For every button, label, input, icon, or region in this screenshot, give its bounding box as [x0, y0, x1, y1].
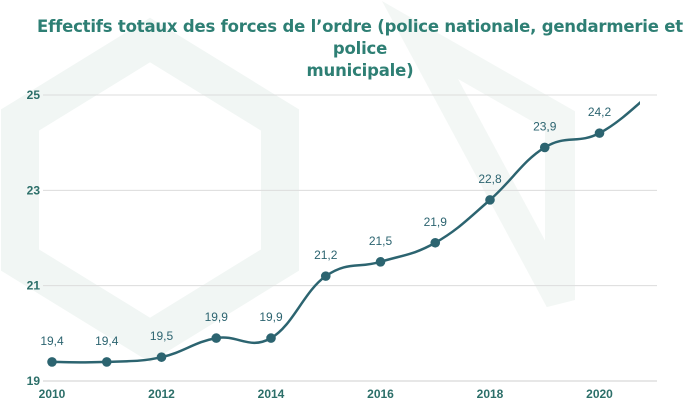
- data-point: [47, 357, 57, 367]
- data-point: [156, 352, 167, 362]
- x-tick-label: 2014: [258, 387, 285, 401]
- data-label: 22,8: [478, 172, 502, 186]
- x-tick-label: 2012: [148, 387, 175, 401]
- chart-title: Effectifs totaux des forces de l’ordre (…: [30, 16, 690, 82]
- data-point: [320, 271, 331, 281]
- y-tick-label: 25: [27, 88, 41, 102]
- data-point: [101, 357, 112, 367]
- y-tick-label: 23: [27, 183, 41, 197]
- data-label: 23,9: [533, 119, 557, 133]
- x-tick-label: 2020: [586, 387, 613, 401]
- data-point: [539, 142, 550, 153]
- x-tick-label: 2016: [367, 387, 394, 401]
- data-label: 21,2: [314, 248, 338, 262]
- data-point: [375, 257, 386, 267]
- x-tick-label: 2010: [39, 387, 66, 401]
- data-labels: 19,4 19,4 19,5 19,9 19,9 21,2 21,5 21,9 22,8 23,9…: [40, 105, 611, 348]
- y-tick-label: 21: [27, 279, 41, 293]
- x-tick-label: 2018: [477, 387, 504, 401]
- data-label: 19,9: [259, 310, 283, 324]
- grid-lines: [43, 94, 657, 287]
- data-label: 19,5: [150, 329, 174, 343]
- data-point: [594, 128, 605, 138]
- data-point: [211, 333, 222, 343]
- data-label: 19,9: [205, 310, 229, 324]
- y-tick-label: 19: [27, 374, 41, 388]
- series-line: [50, 100, 640, 364]
- data-point: [266, 333, 276, 343]
- chart-title-line-1: Effectifs totaux des forces de l’ordre (…: [37, 17, 683, 58]
- data-point: [430, 237, 441, 248]
- data-label: 21,9: [424, 215, 448, 229]
- data-label: 21,5: [369, 234, 393, 248]
- series: [47, 100, 640, 367]
- data-label: 19,4: [95, 334, 119, 348]
- data-label: 24,2: [588, 105, 612, 119]
- data-label: 19,4: [40, 334, 64, 348]
- chart-title-line-2: municipale): [306, 61, 414, 80]
- axes: 19 21 23 25 2010 2012 2014 2016 2018 2020: [27, 88, 657, 401]
- data-point: [485, 195, 495, 205]
